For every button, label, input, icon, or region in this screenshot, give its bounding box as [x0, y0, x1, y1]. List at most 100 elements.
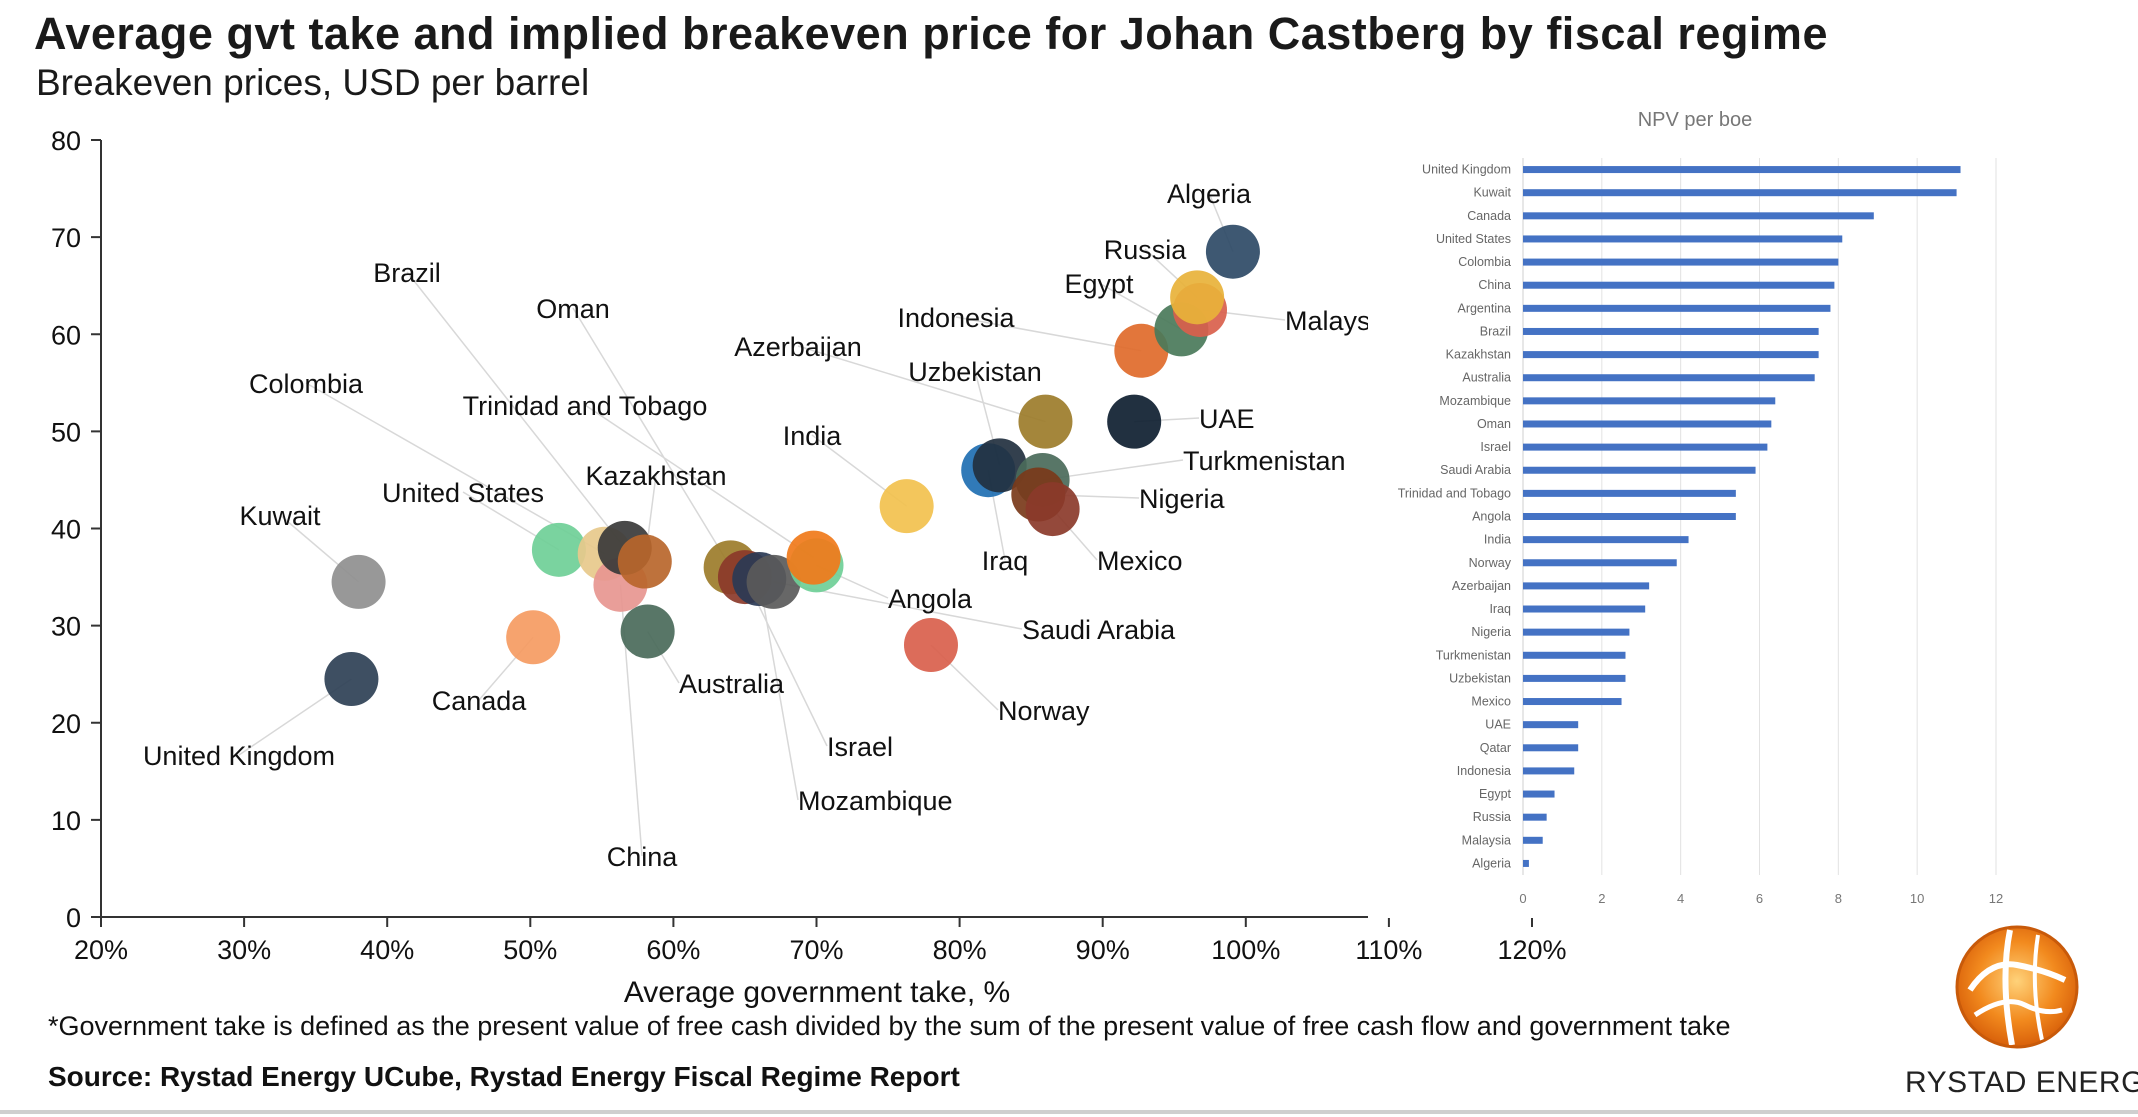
bar-qatar — [1523, 744, 1579, 752]
bar-category-label: China — [1478, 278, 1511, 292]
point-label: Brazil — [373, 258, 441, 288]
bar-category-label: Trinidad and Tobago — [1398, 486, 1511, 500]
bar-category-label: Colombia — [1458, 255, 1511, 269]
bar-category-label: Iraq — [1489, 602, 1511, 616]
point-label: United Kingdom — [143, 741, 335, 771]
leader-line — [758, 578, 799, 801]
bar-category-label: Nigeria — [1471, 625, 1511, 639]
bar-nigeria — [1523, 628, 1630, 636]
bar-uae — [1523, 721, 1579, 729]
bar-x-tick-label: 10 — [1910, 891, 1924, 906]
bar-category-label: United Kingdom — [1422, 163, 1511, 177]
x-tick-label: 70% — [789, 935, 843, 965]
x-tick-label: 110% — [1355, 935, 1422, 965]
y-tick-label: 0 — [66, 903, 81, 933]
bar-kuwait — [1523, 189, 1957, 197]
chart-subtitle: Breakeven prices, USD per barrel — [36, 62, 590, 103]
bar-category-label: Algeria — [1472, 856, 1511, 870]
point-united-states — [531, 522, 586, 577]
leader-line — [955, 316, 1142, 352]
bar-x-tick-label: 0 — [1519, 891, 1526, 906]
bar-title: NPV per boe — [1638, 109, 1753, 131]
point-norway — [903, 618, 958, 673]
bar-israel — [1523, 443, 1768, 451]
point-label: Canada — [432, 686, 528, 716]
bar-category-label: UAE — [1485, 718, 1511, 732]
point-label: India — [783, 421, 843, 451]
bar-egypt — [1523, 790, 1555, 798]
bar-oman — [1523, 420, 1772, 428]
bar-category-label: Brazil — [1480, 324, 1511, 338]
point-label: Mexico — [1097, 546, 1183, 576]
rystad-logo-icon — [1955, 925, 2079, 1049]
y-tick-label: 10 — [51, 806, 81, 836]
bar-china — [1523, 281, 1835, 289]
bar-iraq — [1523, 605, 1646, 613]
bar-category-label: Qatar — [1480, 741, 1511, 755]
bar-turkmenistan — [1523, 651, 1626, 659]
bar-azerbaijan — [1523, 582, 1650, 590]
point-label: Kazakhstan — [585, 461, 726, 491]
logo-text: RYSTAD ENERGY — [1905, 1066, 2138, 1099]
bar-category-label: Canada — [1467, 209, 1511, 223]
bar-category-label: Turkmenistan — [1436, 648, 1511, 662]
bar-category-label: Oman — [1477, 417, 1511, 431]
point-saudi-arabia — [746, 554, 801, 609]
bar-panel — [1368, 98, 2018, 918]
point-mexico — [1025, 482, 1080, 537]
bar-category-label: Uzbekistan — [1449, 671, 1511, 685]
scatter-chart: 0 10 20 30 40 50 60 70 80 20% 30% 40% 50% 60% 70% 80% 90… — [51, 126, 1567, 1009]
point-label: Colombia — [249, 369, 364, 399]
bar-x-tick-label: 6 — [1756, 891, 1763, 906]
bar-category-label: Russia — [1473, 810, 1511, 824]
source-note: Source: Rystad Energy UCube, Rystad Ener… — [48, 1061, 960, 1092]
y-tick-label: 20 — [51, 709, 81, 739]
bar-algeria — [1523, 859, 1529, 867]
footnote: *Government take is defined as the prese… — [48, 1011, 1731, 1041]
bar-category-label: Malaysia — [1462, 833, 1511, 847]
bar-category-label: Kuwait — [1473, 186, 1511, 200]
point-russia — [1170, 270, 1225, 325]
y-tick-label: 50 — [51, 417, 81, 447]
point-uzbekistan — [972, 438, 1027, 493]
point-label: Iraq — [982, 546, 1029, 576]
point-algeria — [1205, 224, 1260, 279]
point-label: Kuwait — [239, 501, 321, 531]
bar-category-label: Kazakhstan — [1446, 348, 1511, 362]
point-label: Trinidad and Tobago — [463, 391, 708, 421]
bar-argentina — [1523, 304, 1831, 312]
y-tick-label: 80 — [51, 126, 81, 156]
point-label: Angola — [888, 584, 973, 614]
bar-kazakhstan — [1523, 351, 1819, 359]
bar-category-label: Angola — [1472, 510, 1511, 524]
x-axis-label: Average government take, % — [624, 976, 1010, 1009]
bar-x-tick-label: 12 — [1989, 891, 2003, 906]
bar-x-tick-label: 8 — [1835, 891, 1842, 906]
bar-brazil — [1523, 327, 1819, 335]
point-label: Uzbekistan — [908, 357, 1042, 387]
bottom-rule — [0, 1110, 2138, 1114]
bar-norway — [1523, 559, 1677, 567]
point-label: Norway — [998, 696, 1090, 726]
point-azerbaijan — [1018, 394, 1073, 449]
bar-trinidad-and-tobago — [1523, 489, 1736, 497]
point-label: Indonesia — [897, 303, 1015, 333]
bar-category-label: Saudi Arabia — [1440, 463, 1511, 477]
point-label: Oman — [536, 294, 610, 324]
y-tick-label: 70 — [51, 223, 81, 253]
point-australia — [620, 604, 675, 659]
bar-x-tick-label: 4 — [1677, 891, 1684, 906]
bar-malaysia — [1523, 836, 1543, 844]
x-tick-label: 30% — [217, 935, 271, 965]
y-tick-label: 30 — [51, 612, 81, 642]
bar-chart: NPV per boe 0 2 4 6 8 10 12 United Kingdom Kuwait… — [1368, 98, 2018, 918]
bar-category-label: India — [1484, 533, 1511, 547]
x-tick-label: 90% — [1076, 935, 1130, 965]
bar-canada — [1523, 212, 1874, 220]
bar-united-states — [1523, 235, 1843, 243]
point-uae — [1107, 394, 1162, 449]
x-tick-label: 20% — [74, 935, 128, 965]
point-label: Egypt — [1064, 269, 1134, 299]
bar-category-label: Egypt — [1479, 787, 1511, 801]
